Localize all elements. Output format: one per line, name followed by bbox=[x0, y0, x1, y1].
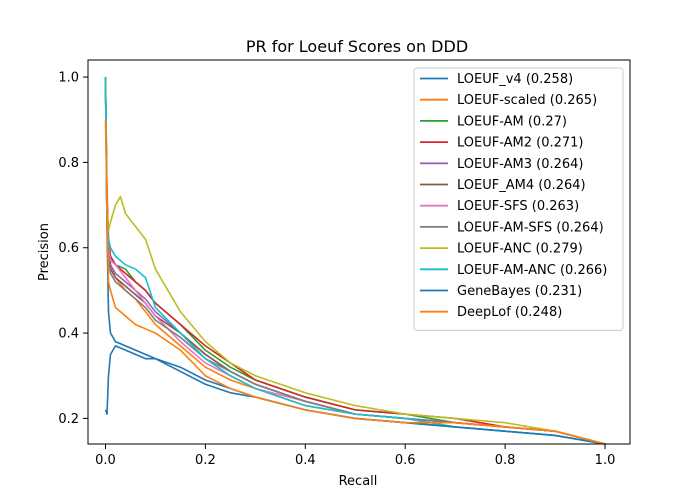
plot-frame bbox=[87, 59, 631, 445]
legend: LOEUF_v4 (0.258) LOEUF-scaled (0.265) LOEU… bbox=[413, 67, 624, 331]
legend-box bbox=[413, 67, 624, 331]
legend-label: LOEUF-scaled (0.265) bbox=[457, 93, 597, 108]
y-tick-label: 0.2 bbox=[58, 412, 79, 427]
legend-label: LOEUF-AM (0.27) bbox=[457, 114, 567, 129]
series-line-9 bbox=[104, 77, 606, 445]
legend-label: GeneBayes (0.231) bbox=[457, 284, 582, 299]
x-axis-label: Recall bbox=[339, 474, 378, 489]
x-tick-label: 0.4 bbox=[295, 453, 316, 468]
chart-title: PR for Loeuf Scores on DDD bbox=[246, 37, 468, 56]
legend-label: LOEUF-AM-ANC (0.266) bbox=[457, 263, 607, 278]
legend-label: LOEUF-AM3 (0.264) bbox=[457, 157, 584, 172]
y-tick-label: 0.6 bbox=[58, 241, 79, 256]
x-tick-label: 0.6 bbox=[395, 453, 416, 468]
x-tick-label: 1.0 bbox=[595, 453, 616, 468]
y-tick-label: 0.8 bbox=[58, 156, 79, 171]
y-tick-label: 1.0 bbox=[58, 71, 79, 86]
legend-label: LOEUF-AM2 (0.271) bbox=[457, 136, 584, 151]
x-tick-label: 0.2 bbox=[195, 453, 216, 468]
y-axis-label: Precision bbox=[37, 223, 52, 281]
series-line-12 bbox=[104, 119, 606, 445]
x-tick-label: 0.8 bbox=[495, 453, 516, 468]
x-axis: 0.0 0.2 0.4 0.6 0.8 1.0 bbox=[95, 444, 615, 468]
legend-label: LOEUF_AM4 (0.264) bbox=[457, 178, 586, 193]
plot-lines bbox=[104, 77, 606, 445]
series-line-11 bbox=[104, 345, 606, 445]
y-tick-label: 0.4 bbox=[58, 327, 79, 342]
x-tick-label: 0.0 bbox=[95, 453, 116, 468]
y-axis: 0.2 0.4 0.6 0.8 1.0 bbox=[58, 71, 88, 427]
legend-label: LOEUF-SFS (0.263) bbox=[457, 199, 579, 214]
legend-label: LOEUF-ANC (0.279) bbox=[457, 242, 583, 257]
legend-label: LOEUF-AM-SFS (0.264) bbox=[457, 220, 604, 235]
legend-label: DeepLof (0.248) bbox=[457, 305, 562, 320]
legend-label: LOEUF_v4 (0.258) bbox=[457, 72, 573, 87]
